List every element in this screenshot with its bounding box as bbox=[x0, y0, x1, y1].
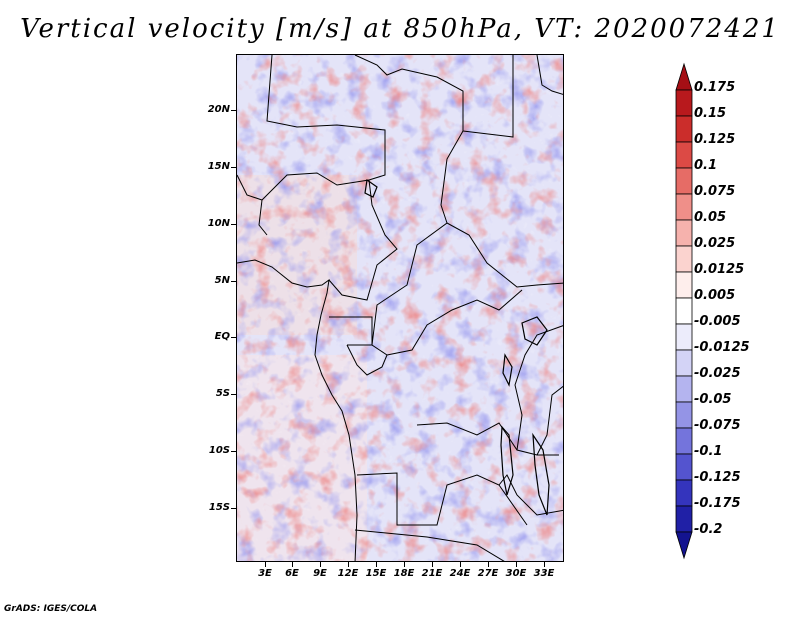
colorbar-swatch bbox=[675, 193, 693, 221]
colorbar-swatch bbox=[675, 479, 693, 507]
lon-label-3e: 3E bbox=[258, 568, 272, 579]
colorbar-label: 0.1 bbox=[694, 158, 718, 173]
lat-tick bbox=[231, 394, 236, 395]
lon-label-18e: 18E bbox=[393, 568, 415, 579]
lon-label-33e: 33E bbox=[533, 568, 555, 579]
lon-label-12e: 12E bbox=[337, 568, 359, 579]
lat-tick bbox=[231, 451, 236, 452]
colorbar-swatch bbox=[675, 453, 693, 481]
colorbar-label: 0.125 bbox=[694, 132, 736, 147]
colorbar-label: -0.125 bbox=[694, 470, 741, 485]
lat-label-5s: 5S bbox=[215, 388, 230, 399]
colorbar-swatch bbox=[675, 245, 693, 273]
colorbar-label: -0.05 bbox=[694, 392, 732, 407]
lat-label-eq: EQ bbox=[214, 331, 230, 342]
lon-tick bbox=[544, 562, 545, 567]
colorbar-label: -0.075 bbox=[694, 418, 741, 433]
lat-tick bbox=[231, 508, 236, 509]
colorbar-label: 0.05 bbox=[694, 210, 727, 225]
colorbar-label: 0.005 bbox=[694, 288, 736, 303]
lon-tick bbox=[292, 562, 293, 567]
contour-texture bbox=[237, 55, 563, 561]
colorbar-swatch bbox=[675, 167, 693, 195]
colorbar-swatch bbox=[675, 297, 693, 325]
footer-credit: GrADS: IGES/COLA bbox=[4, 604, 98, 614]
lon-label-21e: 21E bbox=[421, 568, 443, 579]
colorbar-label: 0.075 bbox=[694, 184, 736, 199]
colorbar-label: 0.15 bbox=[694, 106, 727, 121]
lat-label-10s: 10S bbox=[208, 445, 230, 456]
colorbar-label: 0.175 bbox=[694, 80, 736, 95]
lat-label-5n: 5N bbox=[214, 275, 230, 286]
lat-tick bbox=[231, 337, 236, 338]
colorbar bbox=[675, 62, 693, 560]
lon-label-6e: 6E bbox=[285, 568, 299, 579]
map-field bbox=[237, 55, 563, 561]
lon-label-30e: 30E bbox=[505, 568, 527, 579]
colorbar-label: 0.0125 bbox=[694, 262, 745, 277]
colorbar-swatch bbox=[675, 401, 693, 429]
colorbar-label: -0.0125 bbox=[694, 340, 750, 355]
colorbar-swatch bbox=[675, 271, 693, 299]
lon-tick bbox=[320, 562, 321, 567]
lon-tick bbox=[460, 562, 461, 567]
lon-tick bbox=[404, 562, 405, 567]
colorbar-label: 0.025 bbox=[694, 236, 736, 251]
lat-tick bbox=[231, 281, 236, 282]
lat-label-15s: 15S bbox=[208, 502, 230, 513]
lon-tick bbox=[376, 562, 377, 567]
lon-tick bbox=[265, 562, 266, 567]
lon-tick bbox=[516, 562, 517, 567]
colorbar-swatch bbox=[675, 219, 693, 247]
colorbar-label: -0.025 bbox=[694, 366, 741, 381]
lat-label-20n: 20N bbox=[207, 104, 230, 115]
lat-tick bbox=[231, 167, 236, 168]
colorbar-swatch bbox=[675, 505, 693, 533]
colorbar-swatch bbox=[675, 323, 693, 351]
colorbar-label: -0.2 bbox=[694, 522, 723, 537]
lon-label-15e: 15E bbox=[365, 568, 387, 579]
lat-tick bbox=[231, 224, 236, 225]
colorbar-swatch bbox=[675, 375, 693, 403]
colorbar-swatch bbox=[675, 89, 693, 117]
colorbar-swatch bbox=[675, 141, 693, 169]
lon-tick bbox=[488, 562, 489, 567]
colorbar-label: -0.1 bbox=[694, 444, 723, 459]
colorbar-swatch bbox=[675, 115, 693, 143]
lat-tick bbox=[231, 110, 236, 111]
map-panel bbox=[236, 54, 564, 562]
lon-label-9e: 9E bbox=[313, 568, 327, 579]
lon-tick bbox=[348, 562, 349, 567]
lat-label-15n: 15N bbox=[207, 161, 230, 172]
lon-tick bbox=[432, 562, 433, 567]
colorbar-label: -0.175 bbox=[694, 496, 741, 511]
colorbar-min-arrow bbox=[675, 531, 693, 560]
colorbar-label: -0.005 bbox=[694, 314, 741, 329]
colorbar-max-arrow bbox=[675, 62, 693, 91]
colorbar-swatch bbox=[675, 349, 693, 377]
great-lakes bbox=[364, 178, 550, 516]
lon-label-24e: 24E bbox=[449, 568, 471, 579]
page-title: Vertical velocity [m/s] at 850hPa, VT: 2… bbox=[20, 14, 780, 44]
colorbar-swatch bbox=[675, 427, 693, 455]
lon-label-27e: 27E bbox=[477, 568, 499, 579]
lat-label-10n: 10N bbox=[207, 218, 230, 229]
